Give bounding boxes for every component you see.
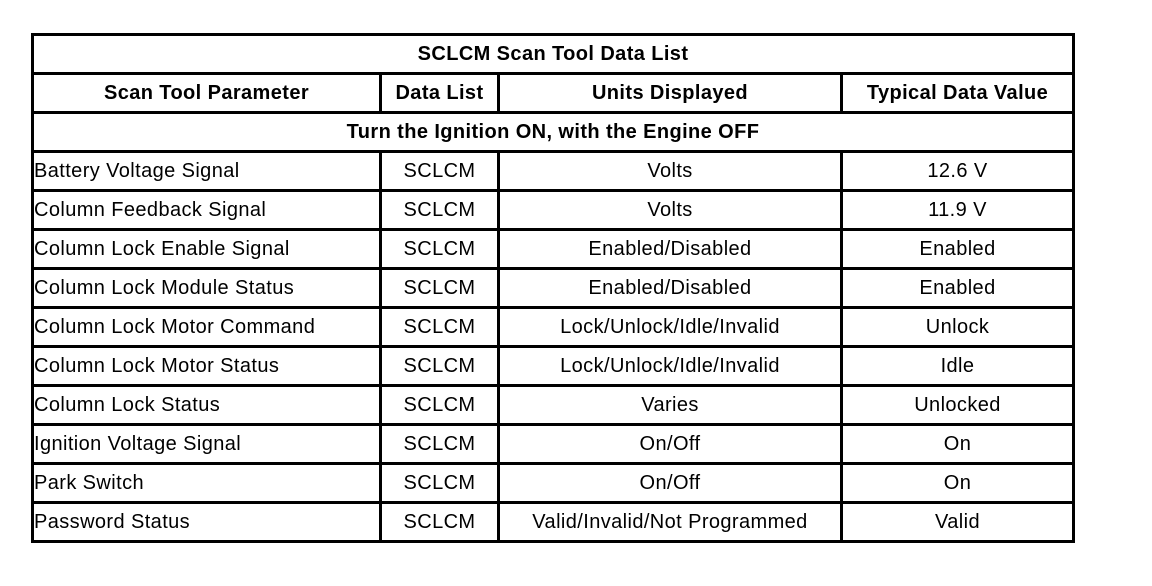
- value-cell: 11.9 V: [839, 189, 1076, 231]
- data-list-cell: SCLCM: [379, 384, 500, 426]
- table-row: Ignition Voltage Signal SCLCM On/Off On: [31, 423, 1076, 465]
- data-list-cell: SCLCM: [379, 228, 500, 270]
- data-list-cell: SCLCM: [379, 267, 500, 309]
- value-cell: Enabled: [839, 228, 1076, 270]
- value-cell: On: [839, 423, 1076, 465]
- units-cell: On/Off: [497, 423, 843, 465]
- column-header-units: Units Displayed: [497, 72, 843, 114]
- table-row: Column Feedback Signal SCLCM Volts 11.9 …: [31, 189, 1076, 231]
- value-cell: Valid: [839, 501, 1076, 543]
- parameter-cell: Park Switch: [31, 462, 382, 504]
- units-cell: Enabled/Disabled: [497, 267, 843, 309]
- parameter-cell: Battery Voltage Signal: [31, 150, 382, 192]
- column-header-data-list: Data List: [379, 72, 500, 114]
- data-list-cell: SCLCM: [379, 423, 500, 465]
- data-list-cell: SCLCM: [379, 150, 500, 192]
- data-list-cell: SCLCM: [379, 462, 500, 504]
- parameter-cell: Password Status: [31, 501, 382, 543]
- units-cell: Valid/Invalid/Not Programmed: [497, 501, 843, 543]
- data-list-cell: SCLCM: [379, 345, 500, 387]
- table-row: Park Switch SCLCM On/Off On: [31, 462, 1076, 504]
- table-row: Battery Voltage Signal SCLCM Volts 12.6 …: [31, 150, 1076, 192]
- data-list-cell: SCLCM: [379, 501, 500, 543]
- table-row: Password Status SCLCM Valid/Invalid/Not …: [31, 501, 1076, 543]
- column-header-value: Typical Data Value: [839, 72, 1076, 114]
- value-cell: Idle: [839, 345, 1076, 387]
- parameter-cell: Column Lock Status: [31, 384, 382, 426]
- table-row: Column Lock Module Status SCLCM Enabled/…: [31, 267, 1076, 309]
- value-cell: Unlock: [839, 306, 1076, 348]
- parameter-cell: Column Lock Motor Command: [31, 306, 382, 348]
- units-cell: Lock/Unlock/Idle/Invalid: [497, 306, 843, 348]
- units-cell: Volts: [497, 150, 843, 192]
- parameter-cell: Column Feedback Signal: [31, 189, 382, 231]
- units-cell: On/Off: [497, 462, 843, 504]
- units-cell: Varies: [497, 384, 843, 426]
- units-cell: Enabled/Disabled: [497, 228, 843, 270]
- parameter-cell: Column Lock Module Status: [31, 267, 382, 309]
- parameter-cell: Ignition Voltage Signal: [31, 423, 382, 465]
- data-list-cell: SCLCM: [379, 306, 500, 348]
- value-cell: Unlocked: [839, 384, 1076, 426]
- sclcm-table-container: SCLCM Scan Tool Data List Scan Tool Para…: [30, 33, 1076, 543]
- table-row: Column Lock Motor Command SCLCM Lock/Unl…: [31, 306, 1076, 348]
- table-row: Column Lock Motor Status SCLCM Lock/Unlo…: [31, 345, 1076, 387]
- section-header: Turn the Ignition ON, with the Engine OF…: [30, 111, 1076, 153]
- column-header-parameter: Scan Tool Parameter: [31, 72, 382, 114]
- value-cell: Enabled: [839, 267, 1076, 309]
- units-cell: Volts: [497, 189, 843, 231]
- value-cell: 12.6 V: [839, 150, 1076, 192]
- units-cell: Lock/Unlock/Idle/Invalid: [497, 345, 843, 387]
- header-row: Scan Tool Parameter Data List Units Disp…: [31, 72, 1076, 114]
- data-list-cell: SCLCM: [379, 189, 500, 231]
- parameter-cell: Column Lock Enable Signal: [31, 228, 382, 270]
- value-cell: On: [839, 462, 1076, 504]
- section-row: Turn the Ignition ON, with the Engine OF…: [30, 111, 1076, 153]
- table-row: Column Lock Enable Signal SCLCM Enabled/…: [31, 228, 1076, 270]
- sclcm-data-table: SCLCM Scan Tool Data List Scan Tool Para…: [30, 33, 1076, 543]
- table-row: Column Lock Status SCLCM Varies Unlocked: [31, 384, 1076, 426]
- title-row: SCLCM Scan Tool Data List: [30, 33, 1076, 75]
- parameter-cell: Column Lock Motor Status: [31, 345, 382, 387]
- table-title: SCLCM Scan Tool Data List: [30, 33, 1076, 75]
